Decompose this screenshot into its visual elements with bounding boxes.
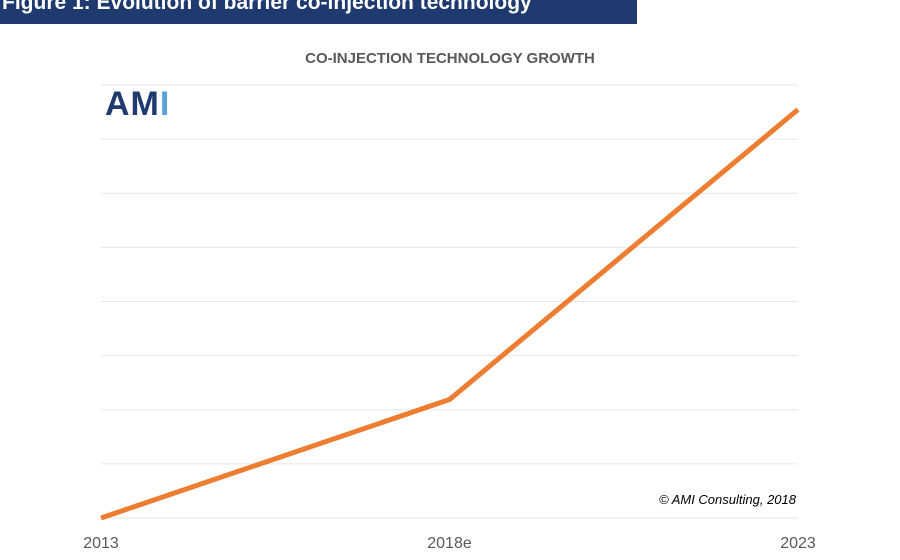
x-tick-label: 2018e: [427, 535, 472, 552]
series-line: [100, 107, 800, 521]
figure-label: Figure 1: Evolution of barrier co-inject…: [2, 0, 532, 14]
logo-accent-text: I: [159, 85, 171, 123]
ami-logo: AMI: [105, 85, 170, 124]
figure-banner: Figure 1: Evolution of barrier co-inject…: [0, 0, 637, 24]
copyright-note: © AMI Consulting, 2018: [658, 492, 796, 507]
x-tick-label: 2013: [83, 535, 119, 552]
logo-main-text: AM: [105, 85, 160, 123]
x-tick-label: 2023: [780, 535, 816, 552]
chart-title: CO-INJECTION TECHNOLOGY GROWTH: [305, 50, 595, 67]
